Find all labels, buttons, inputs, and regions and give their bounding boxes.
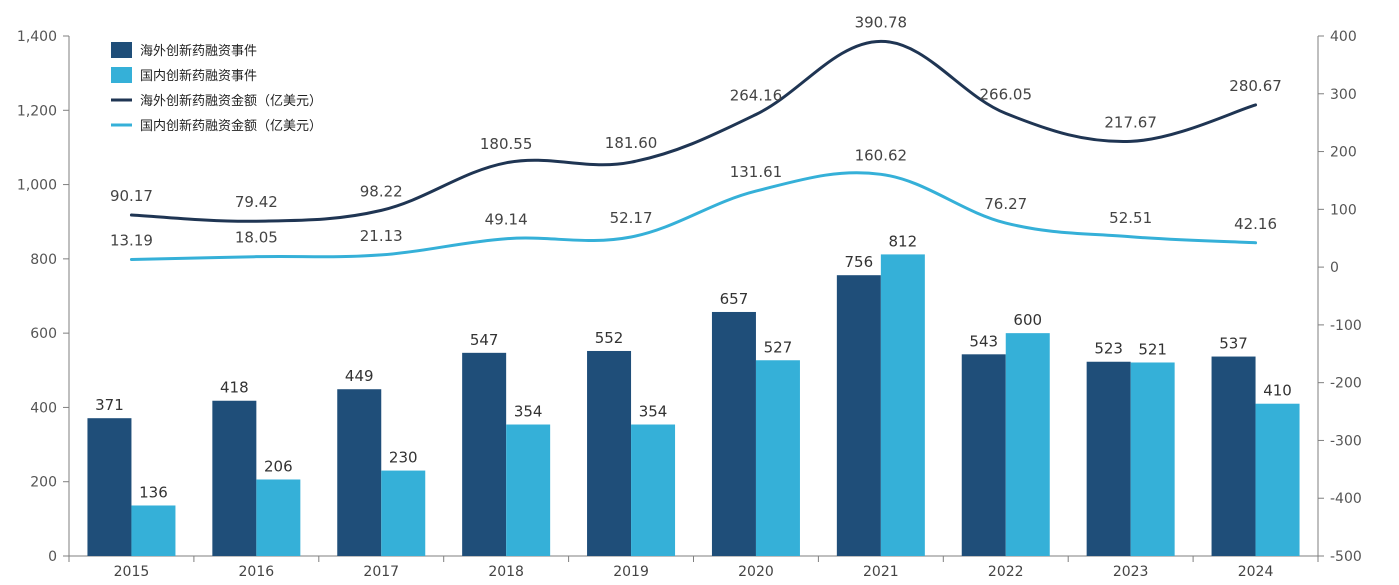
x-axis-tick-label: 2016 (239, 564, 275, 580)
bar-value-label: 410 (1263, 382, 1292, 400)
legend-swatch (111, 67, 132, 83)
x-axis-tick-label: 2021 (863, 564, 899, 580)
bar-value-label: 552 (595, 329, 624, 347)
right-axis-tick-label: 200 (1330, 145, 1357, 161)
line-value-label: 390.78 (855, 13, 908, 31)
right-axis-tick-label: -500 (1330, 549, 1362, 565)
bar-domestic (631, 424, 676, 556)
x-axis-tick-label: 2024 (1238, 564, 1274, 580)
right-axis-tick-label: 0 (1330, 260, 1339, 276)
bar-domestic (1130, 362, 1175, 556)
left-axis-tick-label: 600 (30, 326, 57, 342)
bar-domestic (131, 505, 176, 556)
bar-overseas (587, 350, 632, 556)
bar-overseas (1086, 361, 1131, 556)
bar-overseas (87, 418, 132, 556)
bar-value-label: 537 (1219, 335, 1248, 353)
right-axis-tick-label: -400 (1330, 491, 1362, 507)
x-axis-tick-label: 2015 (114, 564, 150, 580)
bar-overseas (711, 311, 756, 556)
right-axis-tick-label: -100 (1330, 318, 1362, 334)
line-value-label: 160.62 (855, 146, 908, 164)
legend-label: 国内创新药融资事件 (140, 68, 257, 84)
line-value-label: 181.60 (605, 134, 658, 152)
bar-value-label: 206 (264, 457, 293, 475)
bar-value-label: 354 (639, 403, 668, 421)
x-axis-tick-label: 2018 (488, 564, 524, 580)
left-axis-tick-label: 1,200 (17, 103, 57, 119)
line-value-label: 266.05 (980, 85, 1033, 103)
bar-value-label: 600 (1013, 311, 1042, 329)
line-domestic-amount (129, 171, 1258, 261)
line-value-label: 180.55 (480, 135, 533, 153)
right-axis-tick-label: 400 (1330, 29, 1357, 45)
right-axis-tick-label: -300 (1330, 433, 1362, 449)
left-axis-tick-label: 1,400 (17, 29, 57, 45)
bar-value-label: 418 (220, 379, 249, 397)
bar-overseas (212, 400, 257, 556)
bar-overseas (337, 389, 382, 556)
bar-domestic (381, 470, 426, 556)
bar-value-label: 521 (1138, 340, 1167, 358)
right-axis-tick-label: 100 (1330, 202, 1357, 218)
left-axis-tick-label: 200 (30, 475, 57, 491)
line-value-label: 13.19 (110, 231, 153, 249)
bar-domestic (1255, 403, 1300, 556)
line-value-label: 98.22 (360, 182, 403, 200)
legend-label: 海外创新药融资金额（亿美元） (140, 93, 322, 109)
bar-value-label: 449 (345, 367, 374, 385)
bar-overseas (1211, 356, 1256, 556)
line-value-label: 76.27 (984, 195, 1027, 213)
x-axis-tick-label: 2023 (1113, 564, 1149, 580)
line-value-label: 21.13 (360, 227, 403, 245)
line-value-label: 79.42 (235, 193, 278, 211)
right-axis-tick-label: -200 (1330, 376, 1362, 392)
left-axis-tick-label: 0 (48, 549, 57, 565)
line-value-label: 42.16 (1234, 215, 1277, 233)
bar-domestic (506, 424, 551, 556)
x-axis-tick-label: 2017 (363, 564, 399, 580)
legend-swatch (111, 42, 132, 58)
x-axis-tick-label: 2019 (613, 564, 649, 580)
legend-label: 国内创新药融资金额（亿美元） (140, 118, 322, 134)
bar-value-label: 230 (389, 449, 418, 467)
bar-overseas (836, 275, 881, 556)
bar-value-label: 354 (514, 403, 543, 421)
line-value-label: 131.61 (730, 163, 783, 181)
line-value-label: 49.14 (485, 211, 528, 229)
x-axis-tick-label: 2022 (988, 564, 1024, 580)
line-value-label: 217.67 (1104, 113, 1157, 131)
left-axis-tick-label: 400 (30, 400, 57, 416)
legend-label: 海外创新药融资事件 (140, 43, 257, 59)
line-value-label: 264.16 (730, 86, 783, 104)
bar-value-label: 543 (969, 332, 998, 350)
bar-value-label: 523 (1094, 340, 1123, 358)
line-overseas-amount (129, 39, 1258, 223)
x-axis-tick-label: 2020 (738, 564, 774, 580)
line-value-label: 52.51 (1109, 209, 1152, 227)
bar-value-label: 547 (470, 331, 499, 349)
bar-value-label: 756 (845, 253, 874, 271)
bar-overseas (462, 352, 507, 556)
bar-domestic (755, 360, 800, 556)
left-axis-tick-label: 800 (30, 252, 57, 268)
bar-value-label: 812 (889, 232, 918, 250)
bar-overseas (961, 354, 1006, 556)
line-value-label: 52.17 (610, 209, 653, 227)
bar-value-label: 527 (764, 338, 793, 356)
left-axis-tick-label: 1,000 (17, 178, 57, 194)
line-value-label: 90.17 (110, 187, 153, 205)
right-axis-tick-label: 300 (1330, 87, 1357, 103)
bar-value-label: 657 (720, 290, 749, 308)
bar-domestic (1005, 333, 1050, 556)
bar-value-label: 136 (139, 483, 168, 501)
line-value-label: 280.67 (1229, 77, 1282, 95)
bar-value-label: 371 (95, 396, 124, 414)
bar-domestic (256, 479, 301, 556)
bar-domestic (880, 254, 925, 556)
line-value-label: 18.05 (235, 229, 278, 247)
